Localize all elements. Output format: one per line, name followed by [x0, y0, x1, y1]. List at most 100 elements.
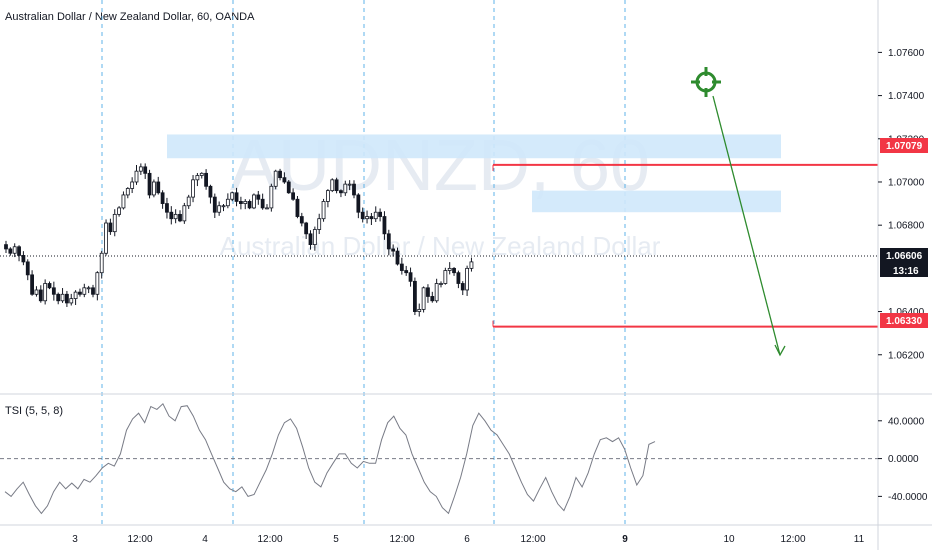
- candle-body: [391, 248, 396, 252]
- candle: [365, 210, 369, 224]
- candle-body: [317, 218, 322, 230]
- candle: [221, 203, 226, 212]
- candle: [399, 257, 404, 275]
- candle-body: [182, 205, 187, 222]
- candle-body: [343, 183, 348, 194]
- candle-body: [334, 179, 339, 192]
- candle-body: [17, 246, 21, 256]
- candle: [208, 184, 213, 204]
- candle: [8, 247, 13, 256]
- candle: [265, 204, 269, 210]
- candle-body: [356, 194, 361, 213]
- candle: [465, 265, 470, 296]
- candle-body: [360, 211, 365, 220]
- indicator-tick-label: 0.0000: [888, 454, 919, 465]
- time-axis[interactable]: 3 12:00 4 12:00 5 12:00 6 12:00 9 10 12:00 11: [72, 534, 864, 545]
- candle-body: [165, 203, 169, 213]
- candle: [412, 277, 417, 316]
- candle-body: [417, 309, 422, 312]
- candle-body: [178, 213, 182, 222]
- candle: [56, 292, 61, 305]
- indicator-label[interactable]: TSI (5, 5, 8): [5, 405, 63, 417]
- candle-body: [408, 272, 413, 282]
- time-tick-label: 10: [723, 534, 735, 545]
- candle: [91, 284, 95, 298]
- candle-body: [151, 181, 156, 196]
- candle-body: [373, 211, 378, 220]
- candle-body: [4, 244, 8, 250]
- time-tick-label: 3: [72, 534, 78, 545]
- candle: [238, 196, 243, 210]
- candle-body: [339, 190, 343, 194]
- candle: [156, 176, 161, 195]
- candle-body: [278, 170, 282, 179]
- last-price-label: 1.06606: [886, 251, 923, 262]
- supply-zone-0[interactable]: [167, 134, 781, 159]
- candle-body: [443, 270, 448, 284]
- candle-body: [34, 289, 39, 295]
- candle: [173, 209, 178, 224]
- candle-body: [65, 293, 69, 304]
- candle: [117, 206, 121, 217]
- candle: [443, 267, 448, 285]
- candle-body: [121, 194, 126, 209]
- support-price-badge: 1.06330: [880, 313, 928, 328]
- candle: [169, 206, 174, 225]
- candle-body: [69, 298, 74, 304]
- candle: [60, 288, 65, 303]
- candle: [78, 288, 82, 297]
- candle: [452, 267, 456, 276]
- candle-body: [143, 166, 148, 174]
- candle-body: [204, 172, 209, 187]
- candle-body: [208, 185, 213, 198]
- candle: [456, 270, 461, 289]
- candle-body: [308, 233, 313, 246]
- candle: [21, 251, 26, 266]
- candle-body: [238, 201, 243, 204]
- candle: [356, 193, 361, 219]
- crosshair-target-icon[interactable]: [691, 67, 721, 97]
- candle-body: [230, 192, 235, 200]
- candle-body: [299, 216, 304, 224]
- candle-body: [282, 177, 287, 183]
- candle-body: [382, 216, 387, 235]
- candle-body: [439, 283, 443, 285]
- candle-body: [469, 261, 474, 269]
- candle: [160, 190, 165, 209]
- candle: [108, 218, 113, 235]
- candle-body: [12, 246, 17, 254]
- candle-body: [117, 207, 121, 215]
- candle-body: [56, 293, 61, 302]
- candle: [186, 194, 191, 209]
- candle: [195, 172, 200, 187]
- indicator-axis[interactable]: 40.0000 0.0000 -40.0000: [878, 416, 928, 503]
- candle-body: [95, 272, 100, 295]
- candle-body: [43, 283, 48, 302]
- projection-arrow: [712, 95, 781, 356]
- candle-body: [130, 181, 135, 189]
- candle: [51, 281, 56, 301]
- candle: [439, 281, 443, 288]
- candle: [304, 221, 309, 239]
- candle: [312, 226, 317, 251]
- indicator-tick-label: -40.0000: [888, 492, 928, 503]
- candle: [134, 164, 139, 185]
- candle: [4, 240, 8, 254]
- supply-zone-1[interactable]: [532, 190, 781, 213]
- price-tick-label: 1.06400: [888, 307, 925, 318]
- bar-countdown-label: 13:16: [893, 266, 919, 277]
- resistance-price-label: 1.07079: [886, 141, 923, 152]
- candle: [382, 211, 387, 240]
- candle: [286, 180, 291, 194]
- candle: [299, 212, 304, 227]
- supply-zones: [167, 134, 781, 213]
- candle-body: [412, 280, 417, 312]
- candle: [130, 177, 135, 194]
- candle-body: [91, 287, 95, 295]
- candle-body: [365, 216, 369, 220]
- candle-body: [104, 222, 108, 254]
- candle: [151, 179, 156, 198]
- candle: [282, 172, 287, 184]
- candle: [138, 163, 143, 175]
